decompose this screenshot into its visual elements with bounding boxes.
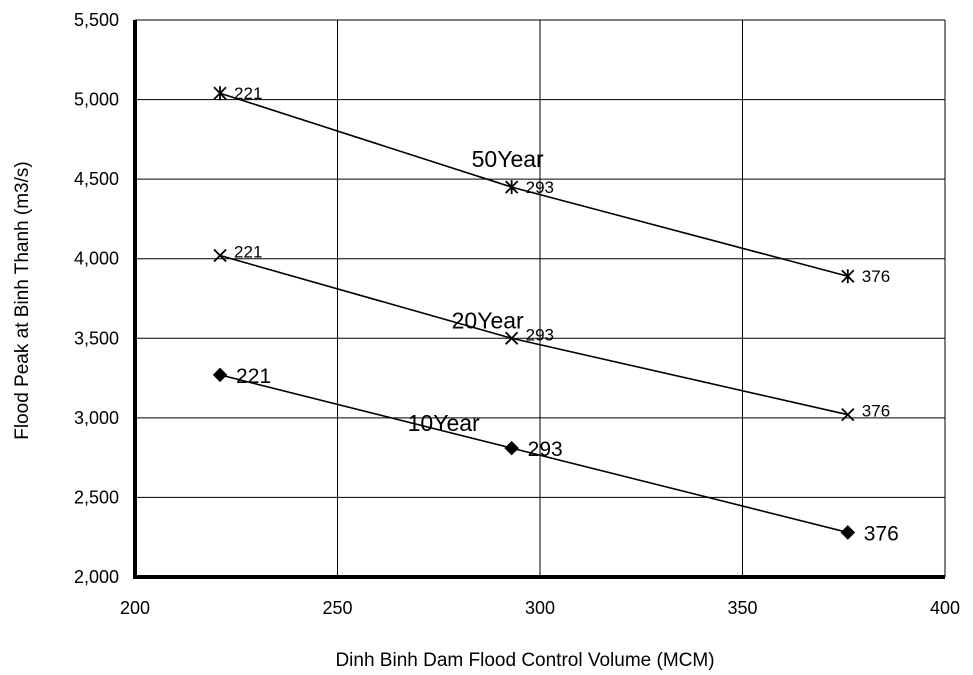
y-tick-label: 3,500	[74, 328, 119, 348]
x-tick-label: 300	[525, 598, 555, 618]
series-20year: 221 293 376 20Year	[213, 243, 890, 422]
data-point	[213, 248, 227, 263]
y-tick-label: 4,000	[74, 249, 119, 269]
data-point	[505, 331, 519, 345]
y-tick-label: 3,000	[74, 408, 119, 428]
data-point	[504, 440, 519, 456]
y-tick-label: 5,000	[74, 90, 119, 110]
data-label: 221	[234, 84, 262, 103]
series-layer: 221 293 376 50Year 221 293 376 20Year 221 293 376 1…	[212, 84, 899, 545]
x-tick-label: 200	[120, 598, 150, 618]
y-tick-label: 5,500	[74, 10, 119, 30]
x-tick-label: 350	[727, 598, 757, 618]
data-point	[505, 180, 519, 195]
data-label: 293	[526, 178, 554, 197]
x-tick-label: 250	[322, 598, 352, 618]
y-axis-title: Flood Peak at Binh Thanh (m3/s)	[12, 161, 33, 439]
axes-layer	[133, 20, 945, 579]
data-label: 221	[234, 243, 262, 262]
series-name-label: 20Year	[452, 307, 524, 333]
data-point	[840, 525, 856, 540]
tick-labels: 200 250 300 350 400 2,000 2,500 3,000 3,500 4,000…	[74, 10, 960, 618]
x-axis-title: Dinh Binh Dam Flood Control Volume (MCM)	[335, 650, 714, 671]
series-10year: 221 293 376 10Year	[212, 365, 899, 545]
series-50year: 221 293 376 50Year	[213, 84, 890, 286]
data-label: 293	[526, 325, 554, 344]
data-label: 293	[528, 438, 563, 461]
y-tick-label: 2,000	[74, 567, 119, 587]
data-label: 376	[862, 402, 890, 421]
data-point	[841, 269, 855, 284]
data-point	[213, 86, 227, 101]
data-point	[841, 408, 855, 422]
data-point	[212, 367, 228, 383]
data-label: 221	[236, 365, 271, 388]
series-name-label: 50Year	[472, 146, 544, 172]
data-label: 376	[862, 267, 890, 286]
y-tick-label: 4,500	[74, 169, 119, 189]
x-tick-label: 400	[930, 598, 960, 618]
grid-layer	[135, 19, 946, 577]
y-tick-label: 2,500	[74, 487, 119, 507]
data-label: 376	[864, 522, 899, 545]
series-name-label: 10Year	[408, 410, 480, 436]
